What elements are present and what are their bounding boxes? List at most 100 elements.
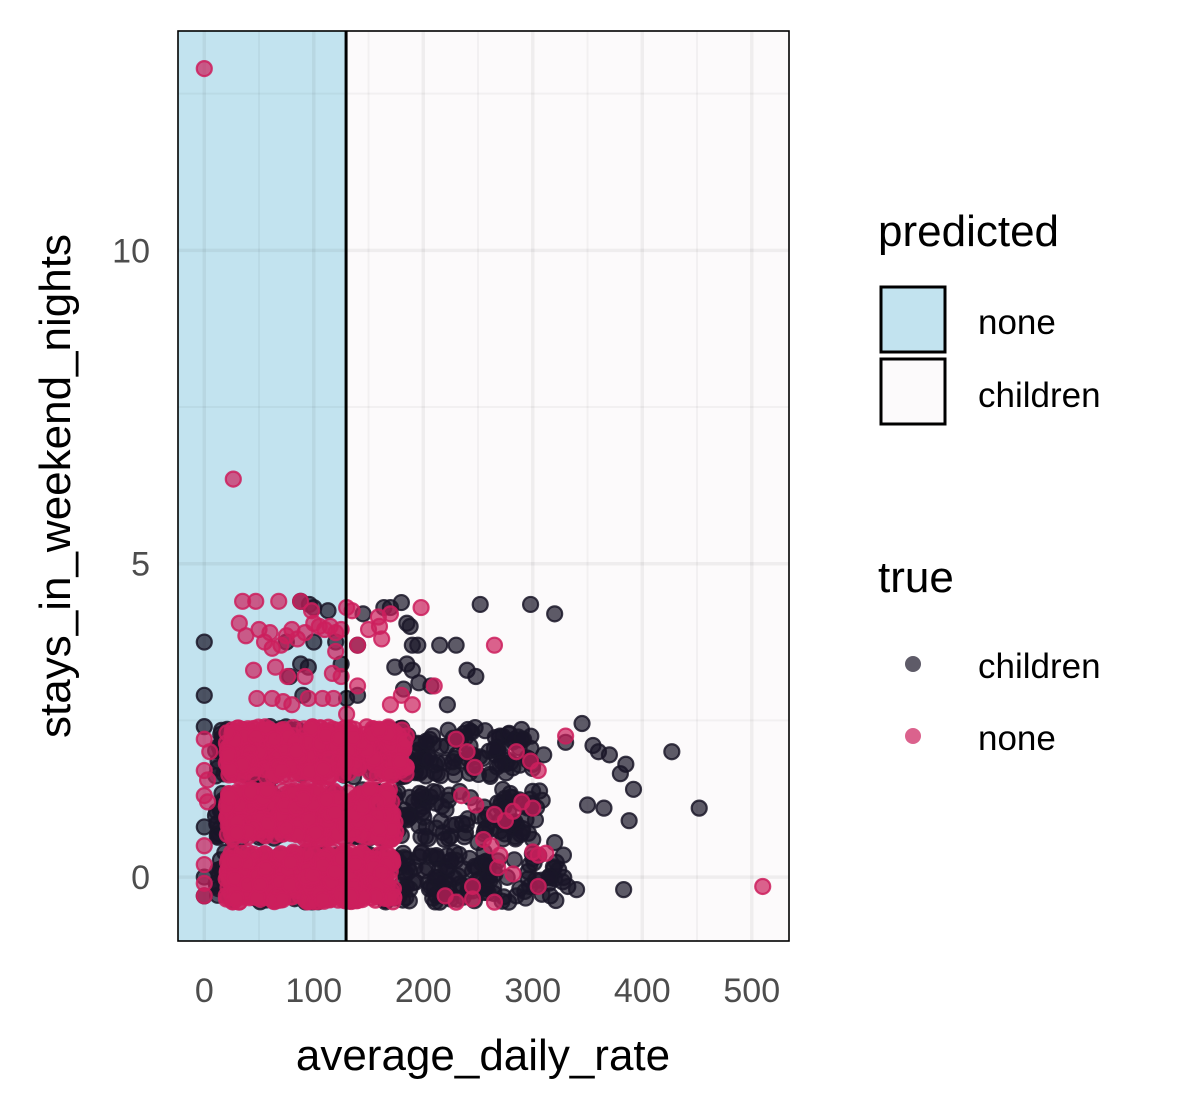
point-true-none	[485, 636, 504, 654]
point-true-none	[381, 605, 400, 623]
point-true-children	[401, 617, 419, 635]
point-true-none	[412, 598, 430, 617]
point-true-none	[314, 760, 332, 778]
point-true-none	[272, 636, 290, 654]
point-true-none	[425, 677, 443, 695]
point-true-none	[227, 890, 245, 908]
point-true-children	[431, 636, 449, 654]
point-true-children	[417, 732, 435, 750]
point-true-none	[251, 875, 269, 894]
y-axis-ticks: 0 5 10	[112, 232, 150, 897]
point-true-children	[442, 816, 460, 835]
point-true-none	[248, 689, 266, 708]
legend-true-label-none: none	[978, 719, 1056, 758]
point-true-children	[195, 818, 213, 836]
point-true-none	[348, 636, 367, 654]
legend-true: true children none	[878, 553, 1101, 758]
point-true-children	[319, 602, 337, 620]
point-true-none	[288, 630, 306, 648]
plot-border	[177, 30, 790, 942]
x-axis-title: average_daily_rate	[296, 1031, 670, 1080]
point-true-children	[400, 892, 418, 910]
point-true-children	[433, 797, 451, 815]
legend-true-label-children: children	[978, 647, 1101, 686]
legend-predicted: predicted none children	[878, 207, 1101, 426]
point-true-none	[317, 791, 335, 809]
x-tick-label: 0	[195, 972, 214, 1010]
point-true-none	[270, 592, 288, 610]
point-true-none	[241, 783, 260, 801]
point-true-children	[620, 812, 638, 830]
point-true-none	[324, 689, 343, 708]
point-true-children	[500, 893, 518, 911]
point-true-children	[405, 793, 423, 811]
point-true-children	[611, 765, 629, 783]
point-true-none	[299, 689, 317, 708]
point-true-none	[218, 724, 236, 742]
point-true-none	[287, 742, 305, 760]
point-true-children	[663, 743, 681, 761]
legend-predicted-label-none: none	[978, 303, 1056, 342]
point-true-none	[237, 627, 255, 645]
legend-predicted-label-children: children	[978, 376, 1101, 415]
point-true-none	[339, 784, 357, 802]
point-true-none	[313, 891, 332, 909]
y-tick-label: 10	[112, 232, 150, 270]
point-true-none	[195, 837, 213, 855]
point-true-children	[412, 828, 430, 846]
point-true-none	[257, 859, 275, 878]
legend-predicted-title: predicted	[878, 207, 1059, 256]
point-true-none	[283, 696, 301, 714]
point-true-children	[403, 636, 421, 654]
point-true-none	[306, 824, 324, 842]
point-true-children	[428, 783, 446, 802]
point-true-none	[524, 799, 542, 817]
point-true-children	[412, 844, 430, 862]
point-true-none	[529, 877, 547, 896]
point-true-children	[438, 847, 456, 865]
point-true-children	[413, 804, 432, 822]
point-true-none	[195, 60, 213, 78]
legend-true-title: true	[878, 553, 954, 602]
point-true-none	[467, 796, 485, 814]
point-true-none	[220, 788, 238, 806]
point-true-none	[326, 803, 344, 822]
point-true-none	[529, 761, 547, 780]
point-true-none	[463, 890, 482, 908]
point-true-none	[198, 793, 217, 811]
point-true-children	[447, 636, 465, 654]
point-true-none	[296, 667, 314, 686]
point-true-none	[368, 793, 387, 811]
point-true-children	[444, 753, 462, 771]
point-true-none	[304, 866, 322, 885]
point-true-none	[557, 727, 575, 745]
point-true-children	[195, 686, 213, 704]
point-true-none	[485, 893, 504, 911]
x-tick-label: 100	[285, 972, 342, 1010]
point-true-children	[421, 751, 439, 769]
point-true-none	[195, 887, 213, 905]
point-true-children	[595, 799, 613, 817]
point-true-none	[292, 592, 310, 610]
point-true-none	[372, 864, 390, 882]
point-true-none	[281, 853, 299, 871]
point-true-none	[195, 855, 213, 874]
point-true-none	[370, 720, 388, 738]
point-true-none	[198, 771, 217, 789]
point-true-none	[373, 630, 391, 648]
legend-predicted-swatch-children	[879, 357, 947, 426]
y-tick-label: 0	[131, 859, 150, 897]
x-axis-ticks: 0 100 200 300 400 500	[195, 972, 780, 1010]
y-axis-title: stays_in_weekend_nights	[31, 234, 80, 738]
point-true-children	[505, 851, 523, 869]
point-true-none	[327, 642, 345, 661]
point-true-children	[417, 767, 435, 785]
point-true-children	[600, 746, 619, 764]
point-true-none	[447, 730, 465, 748]
legend-true-marker-children	[905, 656, 921, 672]
point-true-none	[353, 798, 371, 816]
point-true-none	[392, 686, 410, 704]
point-true-children	[546, 605, 564, 623]
point-true-children	[431, 872, 449, 891]
